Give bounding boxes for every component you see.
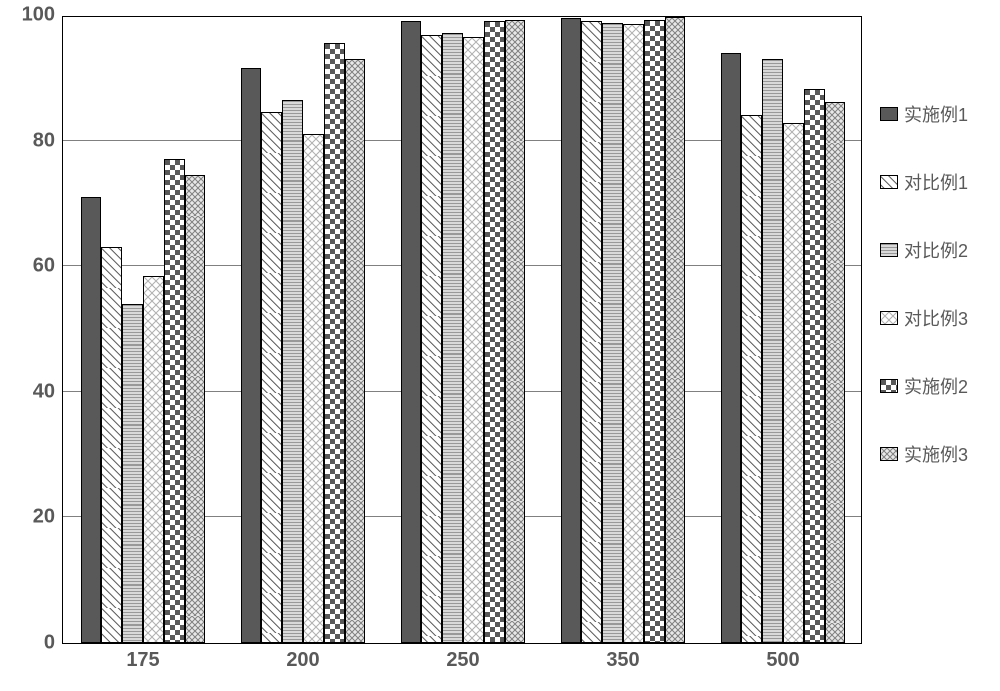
bar <box>164 159 185 643</box>
legend-label: 对比例1 <box>904 169 968 195</box>
legend-item: 实施例2 <box>880 352 968 420</box>
legend-item: 实施例3 <box>880 420 968 488</box>
bar <box>442 33 463 643</box>
legend-label: 实施例3 <box>904 441 968 467</box>
bar <box>324 43 345 643</box>
bar <box>421 35 442 643</box>
legend-label: 实施例2 <box>904 373 968 399</box>
legend-swatch <box>880 379 898 393</box>
legend-swatch <box>880 243 898 257</box>
y-tick-label: 60 <box>33 255 63 278</box>
bar-chart: 020406080100175200250350500 实施例1对比例1对比例2… <box>0 0 1000 691</box>
legend-swatch <box>880 107 898 121</box>
bar <box>644 20 665 643</box>
legend-label: 对比例3 <box>904 305 968 331</box>
bar <box>282 100 303 643</box>
bar <box>561 18 582 643</box>
bar <box>81 197 102 643</box>
bar <box>185 175 206 643</box>
bar <box>261 112 282 643</box>
bar <box>721 53 742 643</box>
x-tick-label: 250 <box>446 643 479 672</box>
bar <box>122 304 143 643</box>
bar <box>101 247 122 643</box>
x-tick-label: 175 <box>126 643 159 672</box>
bar <box>463 37 484 643</box>
bar <box>345 59 366 643</box>
y-tick-label: 40 <box>33 380 63 403</box>
legend-swatch <box>880 175 898 189</box>
bar <box>581 21 602 643</box>
bar <box>665 17 686 643</box>
bar <box>783 123 804 643</box>
legend-swatch <box>880 311 898 325</box>
legend: 实施例1 对比例1 对比例2 对比例3 实施例2 实施例3 <box>880 80 968 488</box>
legend-swatch <box>880 447 898 461</box>
legend-item: 对比例1 <box>880 148 968 216</box>
legend-label: 对比例2 <box>904 237 968 263</box>
bar <box>484 21 505 643</box>
bar <box>241 68 262 643</box>
x-tick-label: 500 <box>766 643 799 672</box>
bar <box>303 134 324 643</box>
y-tick-label: 20 <box>33 506 63 529</box>
y-tick-label: 100 <box>22 4 63 27</box>
legend-item: 对比例2 <box>880 216 968 284</box>
bar <box>602 23 623 643</box>
plot-area: 020406080100175200250350500 <box>62 16 862 644</box>
legend-label: 实施例1 <box>904 101 968 127</box>
y-tick-label: 80 <box>33 129 63 152</box>
legend-item: 实施例1 <box>880 80 968 148</box>
y-tick-label: 0 <box>44 632 63 655</box>
bar <box>505 20 526 643</box>
bar <box>762 59 783 643</box>
x-tick-label: 200 <box>286 643 319 672</box>
bar <box>623 24 644 643</box>
legend-item: 对比例3 <box>880 284 968 352</box>
bar <box>804 89 825 643</box>
bar <box>143 276 164 643</box>
bar <box>741 115 762 643</box>
bar <box>401 21 422 643</box>
bar <box>825 102 846 643</box>
x-tick-label: 350 <box>606 643 639 672</box>
